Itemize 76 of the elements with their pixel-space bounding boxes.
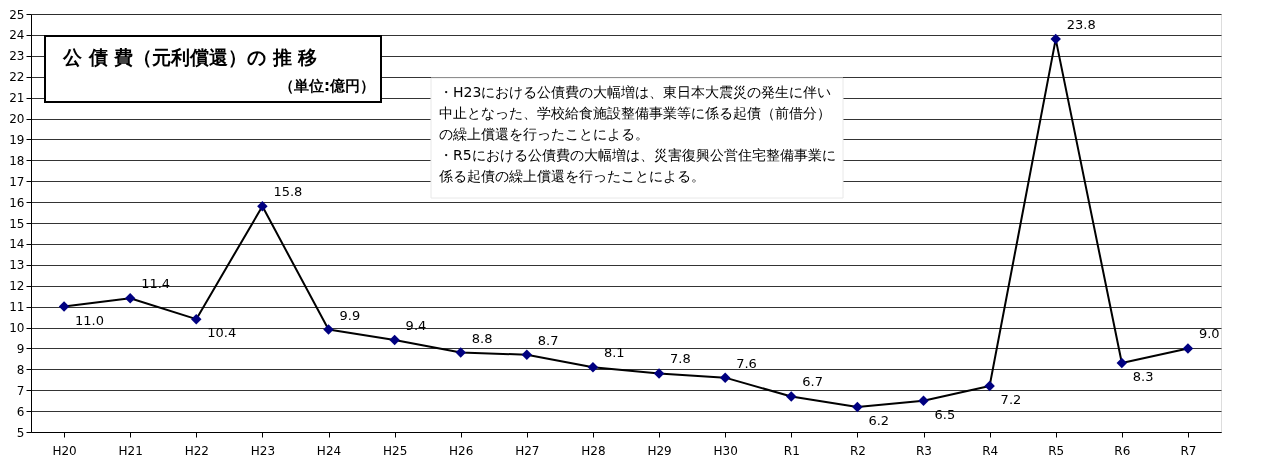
- x-tick-label: H30: [713, 443, 738, 458]
- y-tick-label: 18: [9, 153, 25, 168]
- y-tick-label: 11: [9, 300, 25, 315]
- point: [719, 372, 731, 383]
- y-tick-label: 8: [16, 362, 25, 377]
- text: 8.7: [537, 332, 559, 348]
- point: [786, 391, 797, 402]
- text: 8.3: [1132, 369, 1154, 385]
- y-tick-label: 15: [9, 216, 25, 231]
- y-tick-label: 7: [16, 383, 25, 398]
- point: [587, 361, 599, 373]
- point: [653, 368, 665, 379]
- x-tick-label: H27: [515, 443, 540, 458]
- point: [191, 313, 202, 325]
- text: 9.0: [1198, 326, 1220, 342]
- text: 7.8: [670, 351, 691, 367]
- text: （単位:億円）: [279, 77, 375, 95]
- x-tick-label: H29: [647, 443, 672, 458]
- text: 8.1: [603, 345, 625, 361]
- y-tick-label: 16: [9, 195, 25, 210]
- text: 6.7: [802, 374, 823, 390]
- y-tick-label: 13: [9, 258, 25, 273]
- point: [257, 201, 268, 212]
- y-tick-label: 22: [9, 70, 25, 85]
- x-tick-label: R3: [916, 443, 932, 458]
- text: 7.6: [736, 355, 757, 371]
- x-tick-label: R6: [1114, 443, 1131, 458]
- point: [323, 324, 334, 335]
- point: [1116, 357, 1128, 369]
- x-tick-label: R4: [982, 443, 999, 458]
- y-tick-label: 20: [9, 112, 25, 126]
- y-tick-label: 19: [9, 132, 25, 147]
- point: [521, 349, 533, 360]
- x-tick-label: H25: [382, 443, 408, 458]
- point: [852, 401, 863, 413]
- annotation: ・H23における公債費の大幅増は、東日本大震災の発生に伴い中止となった、学校給食施設整備事業等に係る起債（前借分）の繰上償還を行ったことによる。: [439, 84, 832, 142]
- x-tick-label: H28: [581, 443, 606, 458]
- text: 11.0: [75, 312, 105, 328]
- y-tick-label: 17: [9, 174, 25, 189]
- text: 9.9: [339, 307, 361, 323]
- point: [58, 301, 70, 312]
- y-tick-label: 24: [9, 28, 25, 43]
- x-tick-label: R1: [783, 443, 800, 458]
- text: 8.8: [471, 330, 493, 346]
- y-tick-label: 14: [9, 237, 25, 252]
- y-tick-label: 21: [9, 91, 25, 106]
- y-tick-label: 9: [16, 341, 25, 356]
- point: [1182, 343, 1194, 354]
- y-tick-label: 23: [9, 49, 25, 64]
- x-tick-label: H26: [449, 443, 474, 458]
- text: 6.2: [868, 412, 890, 428]
- point: [984, 380, 995, 392]
- y-tick-label: 5: [16, 425, 25, 440]
- text: 15.8: [273, 184, 303, 200]
- text: 公 債 費（元利償還）の 推 移: [62, 46, 318, 68]
- point: [389, 334, 400, 346]
- point: [1050, 33, 1061, 45]
- point: [918, 395, 929, 406]
- x-tick-label: H20: [52, 443, 77, 458]
- y-tick-label: 25: [9, 7, 25, 22]
- text: 7.2: [1000, 392, 1022, 408]
- x-tick-label: R5: [1048, 443, 1065, 458]
- text: 10.4: [207, 325, 237, 341]
- x-tick-label: R7: [1180, 443, 1197, 458]
- y-tick-label: 10: [9, 321, 25, 335]
- annotation: ・R5における公債費の大幅増は、災害復興公営住宅整備事業に係る起債の繰上償還を行ったことによる。: [438, 147, 836, 184]
- text: 23.8: [1066, 17, 1096, 33]
- x-tick-label: R2: [849, 443, 866, 458]
- x-tick-label: H24: [316, 443, 342, 458]
- point: [124, 293, 136, 304]
- point: [455, 347, 466, 358]
- y-tick-label: 6: [16, 404, 25, 419]
- y-tick-label: 12: [9, 279, 25, 294]
- x-tick-label: H22: [184, 443, 209, 458]
- x-tick-label: H23: [250, 443, 276, 458]
- x-tick-label: H21: [118, 443, 143, 458]
